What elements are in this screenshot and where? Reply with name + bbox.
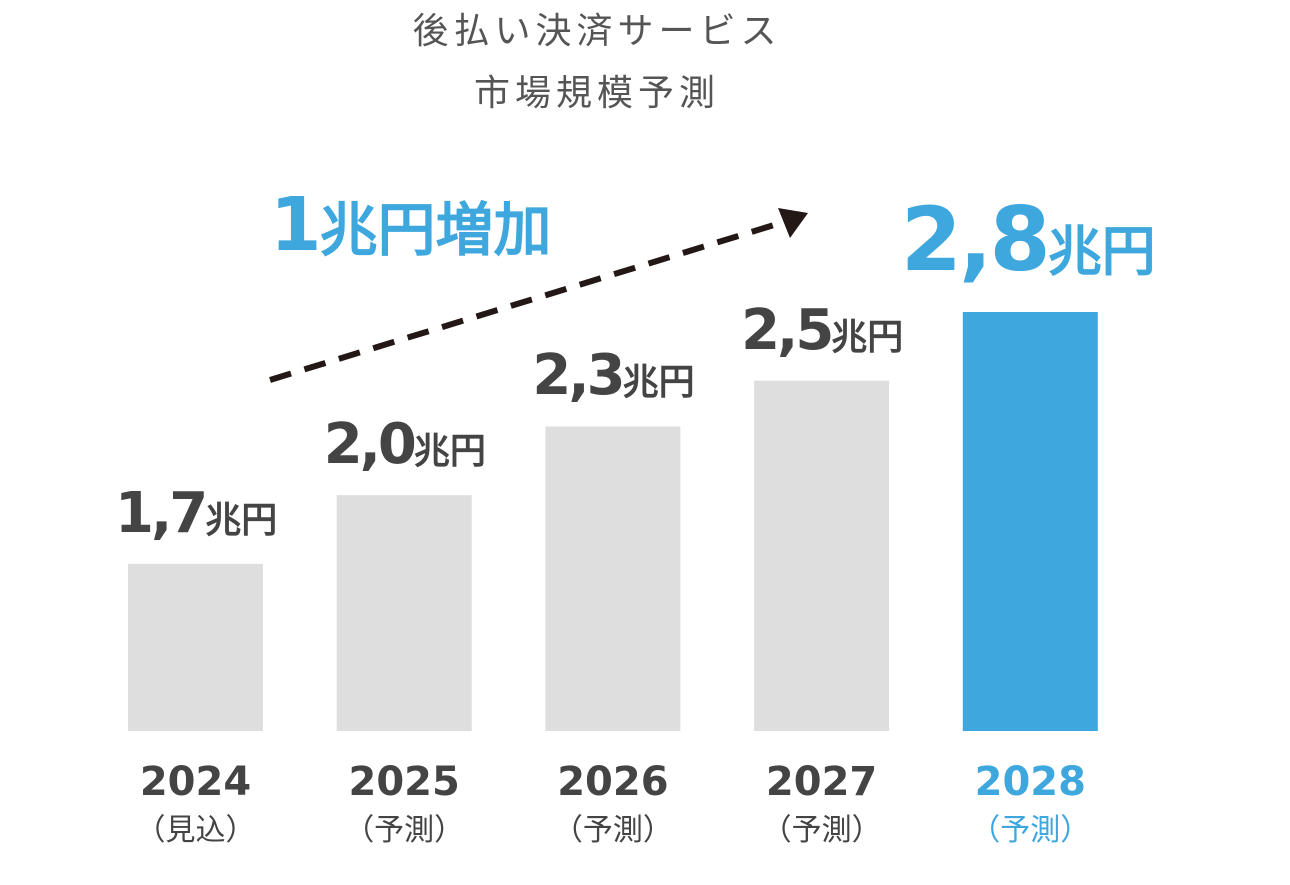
- increase-annotation: 1兆円増加: [270, 188, 552, 262]
- year-sublabel: （予測）: [761, 813, 882, 848]
- value-label-2025: 2,0兆円: [324, 417, 486, 473]
- x-tick-2028: 2028 （予測）: [930, 762, 1130, 846]
- trend-arrow: [269, 213, 804, 383]
- value-number: 2,8: [900, 188, 1051, 291]
- value-label-2028: 2,8兆円: [901, 196, 1156, 284]
- increase-text: 兆円増加: [319, 196, 552, 264]
- chart-title-line-2: 市場規模予測: [473, 73, 720, 114]
- bar-2024: [128, 563, 263, 731]
- value-number: 2,5: [741, 297, 834, 363]
- value-unit: 兆円: [1047, 220, 1156, 283]
- arrow-head-icon: [778, 208, 808, 238]
- bar-2028: [962, 312, 1098, 731]
- year-sublabel: （予測）: [344, 813, 465, 848]
- year-label: 2026: [557, 759, 669, 805]
- year-sublabel: （予測）: [970, 813, 1091, 848]
- value-label-2026: 2,3兆円: [532, 348, 694, 404]
- bar-2026: [545, 426, 681, 731]
- year-label: 2028: [974, 759, 1086, 805]
- value-label-2024: 1,7兆円: [115, 485, 278, 542]
- year-label: 2027: [765, 759, 878, 805]
- value-number: 1,7: [115, 480, 208, 546]
- value-number: 2,3: [532, 343, 625, 409]
- value-unit: 兆円: [413, 431, 486, 473]
- bar-2027: [754, 380, 890, 731]
- value-number: 2,0: [323, 412, 417, 478]
- value-unit: 兆円: [831, 316, 904, 358]
- chart-title-line-1: 後払い決済サービス: [412, 11, 782, 52]
- increase-number: 1: [270, 182, 321, 268]
- x-tick-2026: 2026 （予測）: [513, 762, 713, 846]
- value-label-2027: 2,5兆円: [741, 302, 904, 359]
- x-tick-2024: 2024 （見込）: [96, 762, 296, 846]
- year-sublabel: （予測）: [552, 813, 673, 848]
- value-unit: 兆円: [205, 499, 278, 541]
- value-unit: 兆円: [622, 362, 695, 404]
- bar-2025: [336, 495, 472, 731]
- x-tick-2025: 2025 （予測）: [304, 762, 504, 846]
- year-label: 2024: [139, 759, 252, 805]
- x-tick-2027: 2027 （予測）: [722, 762, 922, 846]
- year-label: 2025: [348, 759, 460, 805]
- year-sublabel: （見込）: [135, 813, 256, 848]
